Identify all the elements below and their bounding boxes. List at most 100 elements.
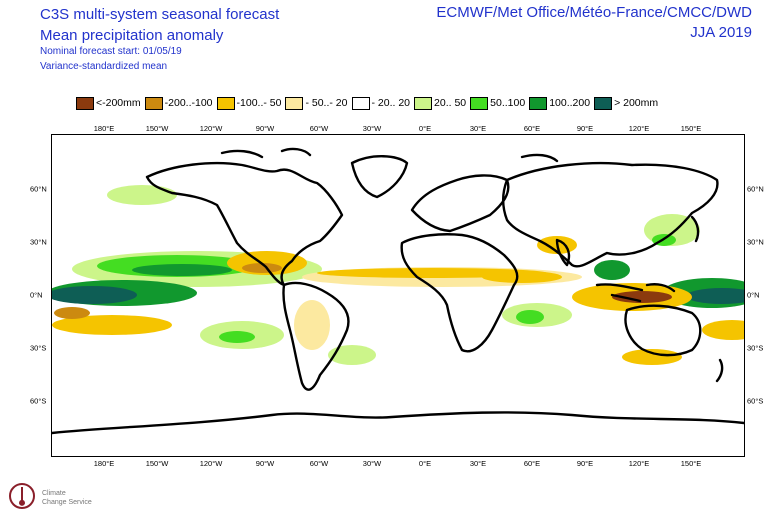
lon-tick-label: 90°W: [255, 459, 275, 468]
anomaly-south-america-light-yellow: [294, 300, 330, 350]
legend-item: 20.. 50: [414, 96, 467, 110]
lat-tick-label: 0°N: [747, 290, 760, 300]
anomaly-west-pacific-equatorial-teal: [686, 288, 744, 304]
anomaly-shading: [52, 185, 744, 365]
logo-text-line1: Climate: [42, 490, 66, 497]
coastline-asia: [502, 161, 719, 268]
anomaly-indian-ocean-green: [516, 310, 544, 324]
anomaly-south-atlantic-light-green: [328, 345, 376, 365]
legend-label: 100..200: [549, 97, 591, 109]
legend-swatch: [351, 96, 370, 110]
anomaly-south-pacific-convergence-yellow: [52, 315, 172, 335]
lon-tick-label: 30°W: [362, 124, 382, 133]
anomaly-australia-east-yellow: [622, 349, 682, 365]
lon-tick-label: 90°W: [255, 124, 275, 133]
coastline-arctic-islands: [220, 147, 559, 163]
legend-swatch: [285, 96, 304, 110]
legend-swatch: [76, 96, 94, 110]
anomaly-maritime-continent-brown: [612, 291, 672, 303]
lon-tick-label: 150°E: [680, 124, 702, 133]
lon-tick-label: 120°W: [199, 459, 223, 468]
legend-item: <-200mm: [76, 96, 141, 110]
lon-tick-label: 60°E: [523, 459, 541, 468]
lat-tick-label: 30°N: [747, 237, 764, 247]
lon-tick-label: 30°E: [469, 124, 487, 133]
coastline-africa: [400, 233, 519, 353]
forecast-start-label: Nominal forecast start: 01/05/19: [40, 46, 182, 57]
anomaly-north-pacific-light-green: [107, 185, 177, 205]
lon-tick-label: 150°W: [145, 459, 169, 468]
lon-tick-label: 30°E: [469, 459, 487, 468]
legend-swatch: [529, 96, 548, 110]
legend-swatch: [144, 96, 163, 110]
legend-swatch: [216, 96, 235, 110]
lat-tick-label: 60°N: [747, 184, 764, 194]
coastline-north-america: [145, 161, 344, 287]
variance-label: Variance-standardized mean: [40, 61, 168, 72]
legend-item: 100..200: [529, 96, 591, 110]
legend-label: 20.. 50: [434, 97, 467, 109]
lon-tick-label: 60°E: [523, 124, 541, 133]
legend-label: - 20.. 20: [371, 97, 411, 109]
lon-tick-label: 150°W: [145, 124, 169, 133]
anomaly-east-pacific-equatorial-teal: [52, 286, 137, 304]
lon-tick-label: 120°W: [199, 124, 223, 133]
legend-swatch: [594, 96, 613, 110]
anomaly-pacific-itcz-dark-green: [132, 264, 232, 276]
coastline-indonesia: [595, 283, 676, 303]
lat-tick-label: 60°S: [747, 396, 764, 406]
legend-label: -200..-100: [164, 97, 213, 109]
lon-tick-label: 0°E: [418, 124, 432, 133]
coastline-greenland: [350, 155, 409, 199]
legend-label: > 200mm: [614, 97, 659, 109]
anomaly-central-america-brown: [242, 263, 282, 273]
logo-thermometer: [19, 487, 25, 506]
lon-tick-label: 60°W: [309, 459, 329, 468]
copernicus-logo: Climate Change Service: [8, 478, 108, 518]
coastline-australia: [624, 304, 702, 357]
color-legend: <-200mm -200..-100 -100..- 50 - 50..- 20 - 2…: [76, 96, 662, 110]
lat-tick-label: 0°N: [30, 290, 43, 300]
anomaly-southeast-asia-green: [594, 260, 630, 280]
legend-label: 50..100: [490, 97, 526, 109]
lon-tick-label: 60°W: [309, 124, 329, 133]
lon-tick-label: 90°E: [576, 459, 594, 468]
legend-swatch: [470, 96, 489, 110]
lat-tick-label: 60°S: [30, 396, 47, 406]
legend-item: - 50..- 20: [285, 96, 348, 110]
lon-tick-label: 30°W: [362, 459, 382, 468]
logo-ring: [9, 483, 35, 509]
lon-tick-label: 180°E: [93, 124, 115, 133]
coastline-japan: [690, 215, 700, 243]
coastlines: [52, 147, 744, 435]
coastline-india: [555, 238, 571, 267]
chart-subtitle: Mean precipitation anomaly: [40, 27, 224, 44]
lon-tick-label: 180°E: [93, 459, 115, 468]
coastline-south-america: [282, 281, 350, 391]
logo-text-line2: Change Service: [42, 499, 92, 506]
lon-tick-label: 120°E: [628, 124, 650, 133]
lon-tick-label: 150°E: [680, 459, 702, 468]
chart-title: C3S multi-system seasonal forecast: [40, 6, 280, 23]
anomaly-south-pacific-green: [219, 331, 255, 343]
season-label: JJA 2019: [690, 24, 752, 41]
anomaly-south-pacific-east-yellow: [702, 320, 744, 340]
lon-tick-label: 0°E: [418, 459, 432, 468]
legend-label: - 50..- 20: [305, 97, 348, 109]
anomaly-west-africa-yellow: [482, 271, 562, 283]
legend-item: > 200mm: [594, 96, 659, 110]
precipitation-anomaly-map: [51, 134, 745, 457]
lon-tick-label: 120°E: [628, 459, 650, 468]
coastline-europe: [410, 174, 510, 233]
lat-tick-label: 30°S: [747, 343, 764, 353]
lat-tick-label: 60°N: [30, 184, 47, 194]
legend-label: -100..- 50: [236, 97, 282, 109]
lat-tick-label: 30°S: [30, 343, 47, 353]
legend-item: -100..- 50: [216, 96, 282, 110]
producers-label: ECMWF/Met Office/Météo-France/CMCC/DWD: [436, 4, 752, 21]
lon-tick-label: 90°E: [576, 124, 594, 133]
coastline-new-zealand: [715, 358, 724, 383]
legend-item: 50..100: [470, 96, 526, 110]
coastline-antarctica: [52, 411, 744, 435]
lat-tick-label: 30°N: [30, 237, 47, 247]
